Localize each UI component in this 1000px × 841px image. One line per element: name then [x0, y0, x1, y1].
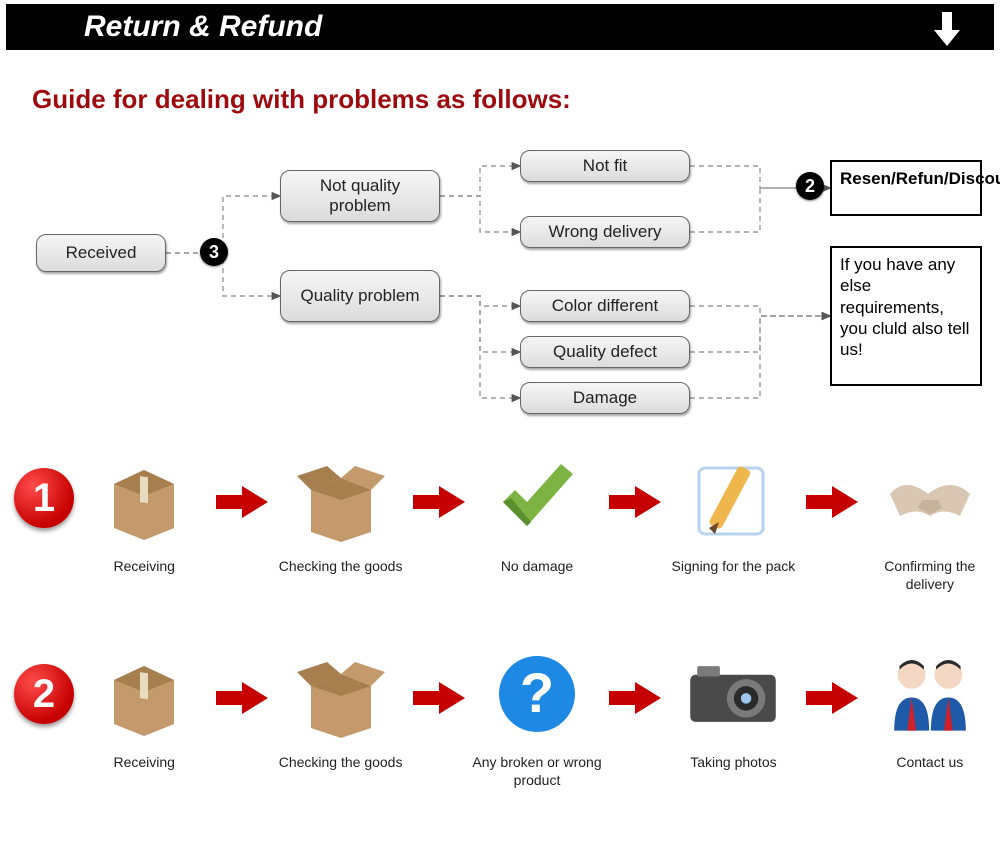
check-icon	[489, 450, 585, 546]
node-received: Received	[36, 234, 166, 272]
box-open-icon	[293, 646, 389, 742]
step-row-1: 1 Receiving Checking the goods No damage	[0, 450, 1000, 593]
box-open-icon	[293, 450, 389, 546]
camera-icon	[685, 646, 781, 742]
node-not-fit: Not fit	[520, 150, 690, 182]
step-cell: Signing for the pack	[663, 450, 803, 576]
step-number-badge: 1	[14, 468, 74, 528]
step-cell: Checking the goods	[270, 450, 410, 576]
step-caption: Confirming the delivery	[860, 558, 1000, 593]
page: Return & Refund Guide for dealing with p…	[0, 0, 1000, 841]
step-arrow-icon	[411, 482, 467, 522]
node-color-different: Color different	[520, 290, 690, 322]
step-arrow-icon	[804, 482, 860, 522]
node-quality-defect: Quality defect	[520, 336, 690, 368]
node-damage: Damage	[520, 382, 690, 414]
step-rows: 1 Receiving Checking the goods No damage	[0, 450, 1000, 830]
badge-2: 2	[796, 172, 824, 200]
step-caption: Receiving	[113, 754, 174, 772]
step-arrow-icon	[214, 482, 270, 522]
step-caption: Taking photos	[690, 754, 776, 772]
step-caption: Signing for the pack	[672, 558, 796, 576]
header-title: Return & Refund	[6, 4, 994, 50]
node-wrong-delivery: Wrong delivery	[520, 216, 690, 248]
handshake-icon	[882, 450, 978, 546]
pencil-icon	[685, 450, 781, 546]
node-quality: Quality problem	[280, 270, 440, 322]
box-closed-icon	[96, 646, 192, 742]
step-arrow-icon	[214, 678, 270, 718]
step-caption: Contact us	[896, 754, 963, 772]
step-arrow-icon	[411, 678, 467, 718]
node-not-quality: Not quality problem	[280, 170, 440, 222]
step-cell: ? Any broken or wrong product	[467, 646, 607, 789]
people-icon	[882, 646, 978, 742]
step-arrow-icon	[804, 678, 860, 718]
step-cell: No damage	[467, 450, 607, 576]
box-action: Resen/Refun/Discount	[830, 160, 982, 216]
step-cell: Contact us	[860, 646, 1000, 772]
flowchart: Received Not quality problem Quality pro…	[0, 120, 1000, 420]
step-cell: Receiving	[74, 450, 214, 576]
step-cell: Taking photos	[663, 646, 803, 772]
question-icon: ?	[489, 646, 585, 742]
step-cell: Checking the goods	[270, 646, 410, 772]
step-arrow-icon	[607, 678, 663, 718]
box-fallback: If you have any else requirements, you c…	[830, 246, 982, 386]
header-bar: Return & Refund	[6, 4, 994, 50]
step-caption: Checking the goods	[279, 754, 403, 772]
step-cell: Confirming the delivery	[860, 450, 1000, 593]
step-caption: Receiving	[113, 558, 174, 576]
step-caption: No damage	[501, 558, 573, 576]
step-number-badge: 2	[14, 664, 74, 724]
subheading: Guide for dealing with problems as follo…	[32, 84, 571, 115]
step-caption: Checking the goods	[279, 558, 403, 576]
down-arrow-icon	[928, 10, 966, 53]
svg-text:?: ?	[520, 661, 554, 724]
step-cell: Receiving	[74, 646, 214, 772]
badge-3: 3	[200, 238, 228, 266]
step-caption: Any broken or wrong product	[467, 754, 607, 789]
step-arrow-icon	[607, 482, 663, 522]
step-row-2: 2 Receiving Checking the goods ? Any bro…	[0, 646, 1000, 789]
box-closed-icon	[96, 450, 192, 546]
